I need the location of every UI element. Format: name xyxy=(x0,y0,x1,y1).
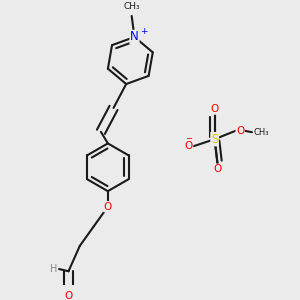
Text: CH₃: CH₃ xyxy=(254,128,269,137)
Text: +: + xyxy=(140,27,147,36)
Text: N: N xyxy=(130,31,139,44)
Text: CH₃: CH₃ xyxy=(123,2,140,11)
Text: −: − xyxy=(185,134,192,143)
Text: S: S xyxy=(211,133,218,146)
Text: O: O xyxy=(104,202,112,212)
Text: O: O xyxy=(213,164,222,174)
Text: O: O xyxy=(64,291,73,300)
Text: O: O xyxy=(236,126,244,136)
Text: O: O xyxy=(211,104,219,114)
Text: O: O xyxy=(184,141,193,151)
Text: H: H xyxy=(50,264,58,274)
